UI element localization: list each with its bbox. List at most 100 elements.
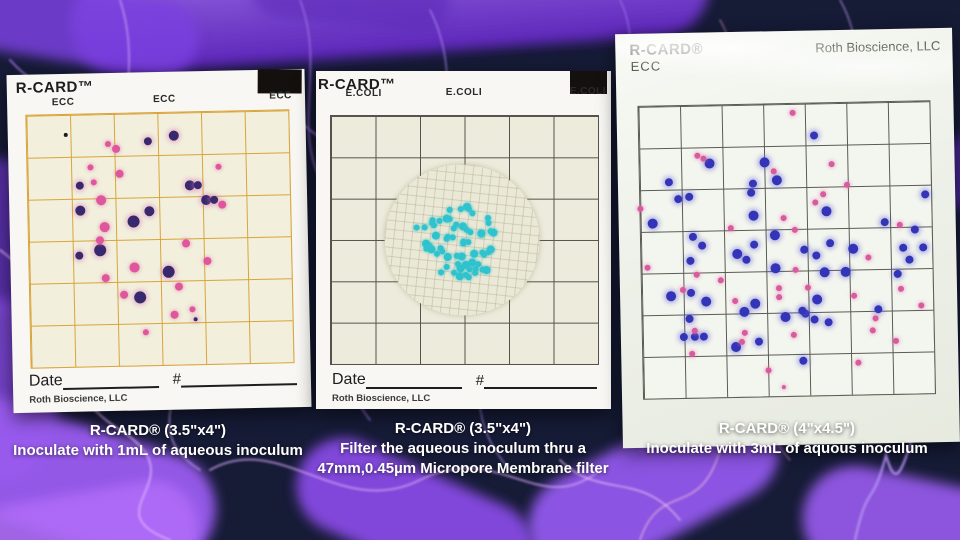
colony-dot [457,206,464,213]
colony-dot [759,157,770,168]
colony-dot [843,181,850,188]
colony-dot [685,192,694,201]
date-label: Date [332,371,366,388]
colony-dot [75,205,86,216]
colony-dot [470,249,479,258]
colony-dot [431,231,441,241]
colony-grid [330,115,599,365]
colony-dot [771,175,782,186]
column-label: E.COLI [445,87,483,98]
colony-dot [203,256,212,265]
column-label: ECC [51,96,75,109]
column-label: ECC [269,90,292,102]
colony-dot [95,236,104,245]
colony-dot [644,264,651,271]
colony-dot [765,367,772,374]
colony-dot [679,332,688,341]
colony-dot [685,314,694,324]
colony-dot [437,269,445,277]
colony-dot [679,286,686,294]
test-card-ecc-large: R-CARD® ECC Roth Bioscience, LLC [615,27,960,449]
colony-dot [129,262,140,273]
colony-dot [775,293,782,300]
colony-dot [90,179,97,186]
colony-dot [482,265,492,275]
colony-dot [750,298,761,309]
caption-line: 47mm,0.45µm Micropore Membrane filter [317,460,609,477]
colony-dot [93,244,107,257]
colony-dot [210,195,219,205]
colony-dot [755,336,764,346]
colony-dot [770,262,781,273]
colony-dot [64,133,69,138]
colony-dot [781,385,786,390]
date-row: Date # [29,367,298,391]
colony-dot [469,210,476,218]
colony-dot [804,284,811,291]
colony-dot [433,250,441,258]
colony-dot [897,285,905,292]
colony-dot [896,221,903,228]
colony-dot [828,161,835,168]
colony-dot [819,267,831,278]
colony-dot [741,329,748,336]
caption-lines: Inoculate with 1mL of aqueous inoculum [0,441,328,461]
caption-title: R-CARD® (4"x4.5") [718,420,856,437]
caption-title: R-CARD® (3.5"x4") [394,420,532,437]
colony-dot [738,338,745,345]
colony-dot [746,188,755,197]
colony-dot [420,223,428,231]
colony-dot [647,218,658,229]
colony-dot [430,221,438,229]
column-label: E.COLI [569,86,607,97]
colony-dot [189,305,196,312]
colony-dot [826,239,835,248]
colony-dot [96,194,107,205]
colony-dot [775,285,782,292]
caption-line: Inoculate with 1mL of aqueous inoculum [13,442,303,459]
colony-dot [446,206,453,214]
colony-dot [770,168,777,175]
date-blank-line [62,372,159,391]
caption-lines: Inoculate with 3mL of aquous inoculum [617,439,957,459]
colony-dot [115,170,124,179]
colony-dot [194,181,203,190]
colony-dot [919,243,928,252]
date-blank-line [365,373,462,389]
colony-dot [921,190,930,199]
colony-dot [101,273,110,283]
colony-dot [732,248,743,259]
colony-dot [218,200,227,209]
colony-dot [687,288,696,297]
colony-dot [162,265,175,278]
caption-card-1: R-CARD® (3.5"x4") Inoculate with 1mL of … [0,421,328,461]
colony-dot [457,252,467,262]
colony-dot [840,267,851,278]
colony-dot [637,205,644,213]
colony-dot [87,164,94,171]
colony-dot [851,292,858,299]
caption-line: Inoculate with 3mL of aquous inoculum [646,440,928,457]
card-title: R-CARD® [629,40,704,59]
colony-dot [918,302,925,309]
colony-dot [459,239,467,247]
colony-dot [791,226,799,233]
colony-dot [780,214,787,222]
colony-dot [168,130,179,141]
colony-dot [699,332,709,341]
colony-dot [780,312,791,323]
colony-dot [175,282,184,291]
colony-dot [467,228,474,236]
colony-dot [465,273,473,281]
number-label: # [172,370,182,388]
column-labels: ECC ECC ECC [6,69,305,115]
card-brand: Roth Bioscience, LLC [815,38,941,56]
caption-line: Filter the aqueous inoculum thru a [340,440,586,457]
colony-dot [127,215,140,229]
colony-dot [824,318,833,327]
colony-dot [792,267,799,274]
colony-dot [170,310,179,319]
colony-dot [693,272,701,279]
colony-dot [489,228,499,238]
colony-dot [742,255,751,264]
